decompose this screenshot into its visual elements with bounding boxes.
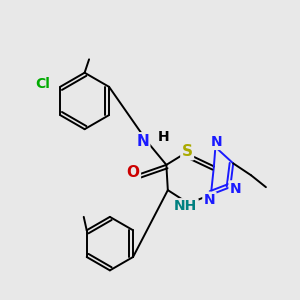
Text: S: S	[182, 144, 193, 159]
Text: O: O	[127, 165, 140, 180]
Text: Cl: Cl	[35, 77, 50, 91]
Text: H: H	[158, 130, 170, 144]
Text: N: N	[211, 135, 223, 149]
Text: N: N	[136, 134, 149, 148]
Text: NH: NH	[174, 200, 197, 214]
Text: N: N	[230, 182, 242, 196]
Text: N: N	[204, 193, 215, 207]
